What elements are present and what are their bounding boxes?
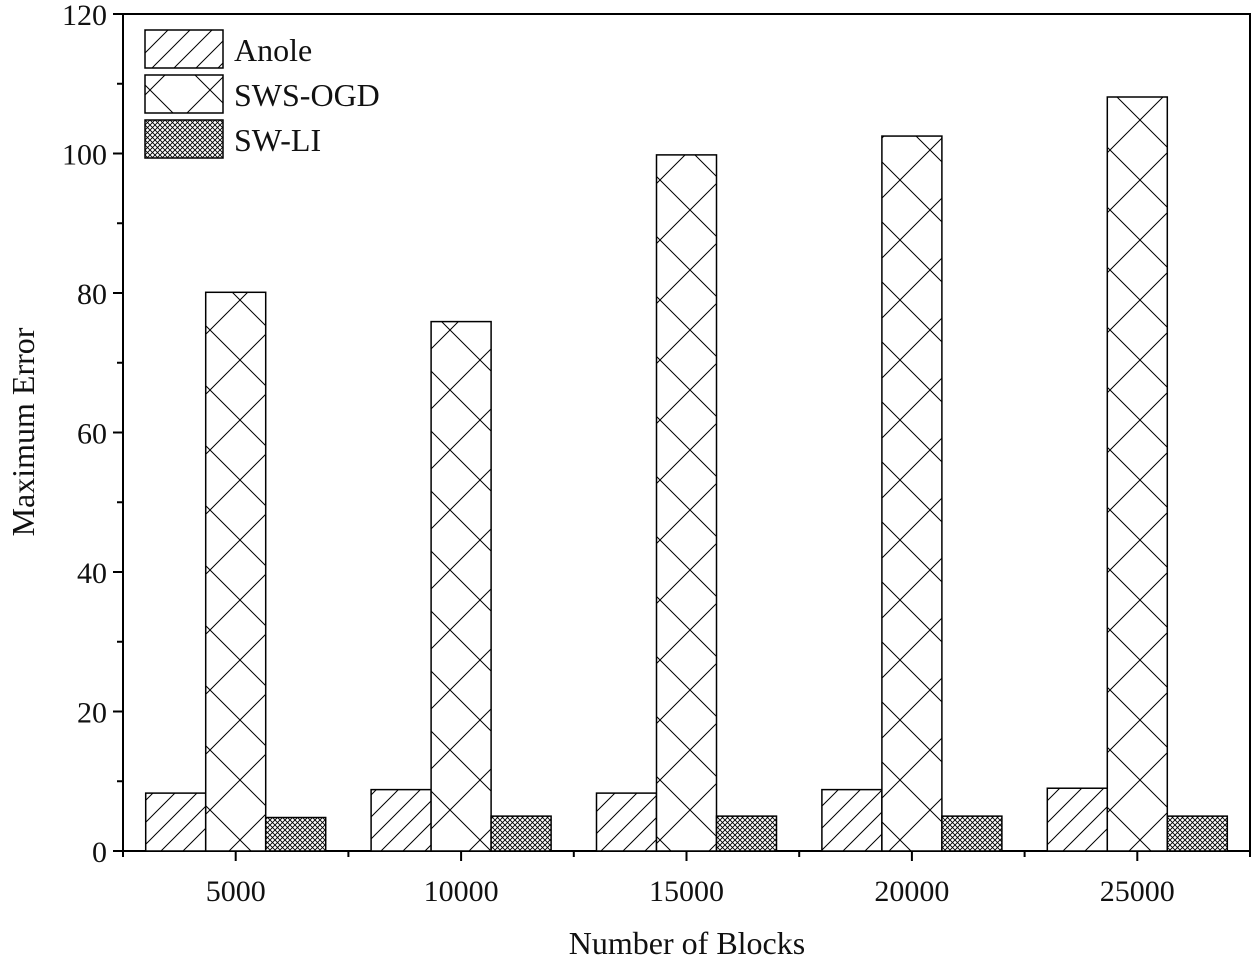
legend-swatch xyxy=(144,29,224,69)
legend-swatch xyxy=(144,74,224,114)
x-axis-label: Number of Blocks xyxy=(569,925,805,961)
bar-sws-ogd-25000 xyxy=(1106,96,1169,852)
bar-anole-10000 xyxy=(370,788,432,852)
bar-sw-li-20000 xyxy=(941,815,1003,852)
bar-sws-ogd-5000 xyxy=(204,291,267,852)
bar-anole-20000 xyxy=(821,788,883,852)
y-tick-label: 120 xyxy=(62,0,107,32)
bar-sw-li-15000 xyxy=(715,815,778,852)
bar-anole-15000 xyxy=(595,792,658,852)
y-tick-label: 100 xyxy=(62,139,107,172)
bar-anole-25000 xyxy=(1046,787,1109,852)
y-axis-label: Maximum Error xyxy=(5,327,41,536)
bar-sws-ogd-10000 xyxy=(430,320,492,852)
bar-sw-li-10000 xyxy=(490,815,552,852)
bar-sw-li-5000 xyxy=(264,816,327,852)
y-tick-label: 20 xyxy=(77,697,107,730)
y-tick-label: 0 xyxy=(92,836,107,869)
bar-sws-ogd-15000 xyxy=(655,154,718,852)
x-tick-label: 25000 xyxy=(1100,875,1175,908)
legend-label: SWS-OGD xyxy=(234,77,380,113)
x-tick-label: 15000 xyxy=(649,875,724,908)
y-tick-label: 40 xyxy=(77,557,107,590)
bar-sw-li-25000 xyxy=(1166,815,1229,852)
x-tick-label: 10000 xyxy=(424,875,499,908)
legend-label: Anole xyxy=(234,32,312,68)
legend: Anole SWS-OGD SW-LI xyxy=(144,29,380,159)
y-tick-label: 80 xyxy=(77,278,107,311)
bar-anole-5000 xyxy=(144,792,207,852)
x-tick-label: 5000 xyxy=(206,875,266,908)
bar-sws-ogd-20000 xyxy=(881,135,943,852)
x-tick-label: 20000 xyxy=(874,875,949,908)
y-tick-label: 60 xyxy=(77,418,107,451)
legend-swatch xyxy=(144,119,224,159)
legend-label: SW-LI xyxy=(234,122,321,158)
